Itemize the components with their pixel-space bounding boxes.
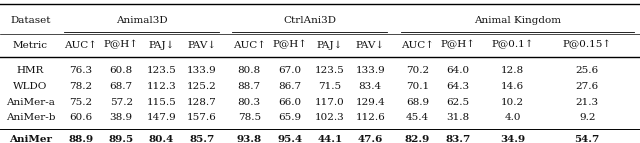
Text: 60.8: 60.8: [109, 66, 133, 75]
Text: 93.8: 93.8: [237, 135, 262, 143]
Text: CtrlAni3D: CtrlAni3D: [284, 16, 336, 25]
Text: 102.3: 102.3: [315, 114, 345, 122]
Text: 133.9: 133.9: [355, 66, 385, 75]
Text: 95.4: 95.4: [277, 135, 302, 143]
Text: AniMer: AniMer: [9, 135, 52, 143]
Text: 9.2: 9.2: [579, 114, 595, 122]
Text: P@H↑: P@H↑: [440, 40, 476, 50]
Text: 21.3: 21.3: [575, 98, 599, 107]
Text: 64.3: 64.3: [446, 82, 470, 91]
Text: 27.6: 27.6: [575, 82, 599, 91]
Text: 83.4: 83.4: [358, 82, 382, 91]
Text: 147.9: 147.9: [147, 114, 177, 122]
Text: 157.6: 157.6: [187, 114, 217, 122]
Text: 31.8: 31.8: [446, 114, 470, 122]
Text: PAJ↓: PAJ↓: [317, 40, 343, 50]
Text: AUC↑: AUC↑: [65, 41, 97, 49]
Text: 4.0: 4.0: [504, 114, 521, 122]
Text: 12.8: 12.8: [501, 66, 524, 75]
Text: P@H↑: P@H↑: [104, 40, 139, 50]
Text: 117.0: 117.0: [315, 98, 345, 107]
Text: 80.8: 80.8: [237, 66, 261, 75]
Text: 66.0: 66.0: [278, 98, 301, 107]
Text: PAV↓: PAV↓: [356, 41, 385, 49]
Text: 34.9: 34.9: [500, 135, 525, 143]
Text: 70.1: 70.1: [406, 82, 429, 91]
Text: 25.6: 25.6: [575, 66, 599, 75]
Text: WLDO: WLDO: [13, 82, 47, 91]
Text: 38.9: 38.9: [109, 114, 133, 122]
Text: AUC↑: AUC↑: [401, 41, 434, 49]
Text: AUC↑: AUC↑: [233, 41, 266, 49]
Text: P@H↑: P@H↑: [272, 40, 307, 50]
Text: 64.0: 64.0: [446, 66, 470, 75]
Text: 70.2: 70.2: [406, 66, 429, 75]
Text: 75.2: 75.2: [69, 98, 93, 107]
Text: 82.9: 82.9: [405, 135, 430, 143]
Text: 44.1: 44.1: [317, 135, 342, 143]
Text: 54.7: 54.7: [575, 135, 600, 143]
Text: 10.2: 10.2: [501, 98, 524, 107]
Text: 83.7: 83.7: [445, 135, 470, 143]
Text: 45.4: 45.4: [406, 114, 429, 122]
Text: 123.5: 123.5: [315, 66, 345, 75]
Text: 57.2: 57.2: [109, 98, 133, 107]
Text: 78.2: 78.2: [69, 82, 93, 91]
Text: Metric: Metric: [13, 41, 48, 49]
Text: 68.7: 68.7: [109, 82, 133, 91]
Text: HMR: HMR: [17, 66, 44, 75]
Text: 129.4: 129.4: [355, 98, 385, 107]
Text: 47.6: 47.6: [358, 135, 383, 143]
Text: 68.9: 68.9: [406, 98, 429, 107]
Text: PAJ↓: PAJ↓: [148, 40, 175, 50]
Text: 80.4: 80.4: [149, 135, 174, 143]
Text: AniMer-b: AniMer-b: [6, 114, 55, 122]
Text: 88.7: 88.7: [237, 82, 261, 91]
Text: 76.3: 76.3: [69, 66, 93, 75]
Text: 123.5: 123.5: [147, 66, 177, 75]
Text: 115.5: 115.5: [147, 98, 177, 107]
Text: 71.5: 71.5: [318, 82, 342, 91]
Text: Animal3D: Animal3D: [116, 16, 167, 25]
Text: 60.6: 60.6: [69, 114, 93, 122]
Text: 128.7: 128.7: [187, 98, 217, 107]
Text: AniMer-a: AniMer-a: [6, 98, 55, 107]
Text: Animal Kingdom: Animal Kingdom: [474, 16, 561, 25]
Text: 125.2: 125.2: [187, 82, 217, 91]
Text: 112.3: 112.3: [147, 82, 177, 91]
Text: 80.3: 80.3: [237, 98, 261, 107]
Text: Dataset: Dataset: [10, 16, 51, 25]
Text: P@0.15↑: P@0.15↑: [563, 40, 612, 50]
Text: 88.9: 88.9: [68, 135, 93, 143]
Text: 86.7: 86.7: [278, 82, 301, 91]
Text: 133.9: 133.9: [187, 66, 217, 75]
Text: 62.5: 62.5: [446, 98, 470, 107]
Text: 85.7: 85.7: [189, 135, 214, 143]
Text: 14.6: 14.6: [501, 82, 524, 91]
Text: 65.9: 65.9: [278, 114, 301, 122]
Text: 78.5: 78.5: [237, 114, 261, 122]
Text: P@0.1↑: P@0.1↑: [492, 40, 534, 50]
Text: 112.6: 112.6: [355, 114, 385, 122]
Text: 67.0: 67.0: [278, 66, 301, 75]
Text: 89.5: 89.5: [109, 135, 134, 143]
Text: PAV↓: PAV↓: [188, 41, 216, 49]
